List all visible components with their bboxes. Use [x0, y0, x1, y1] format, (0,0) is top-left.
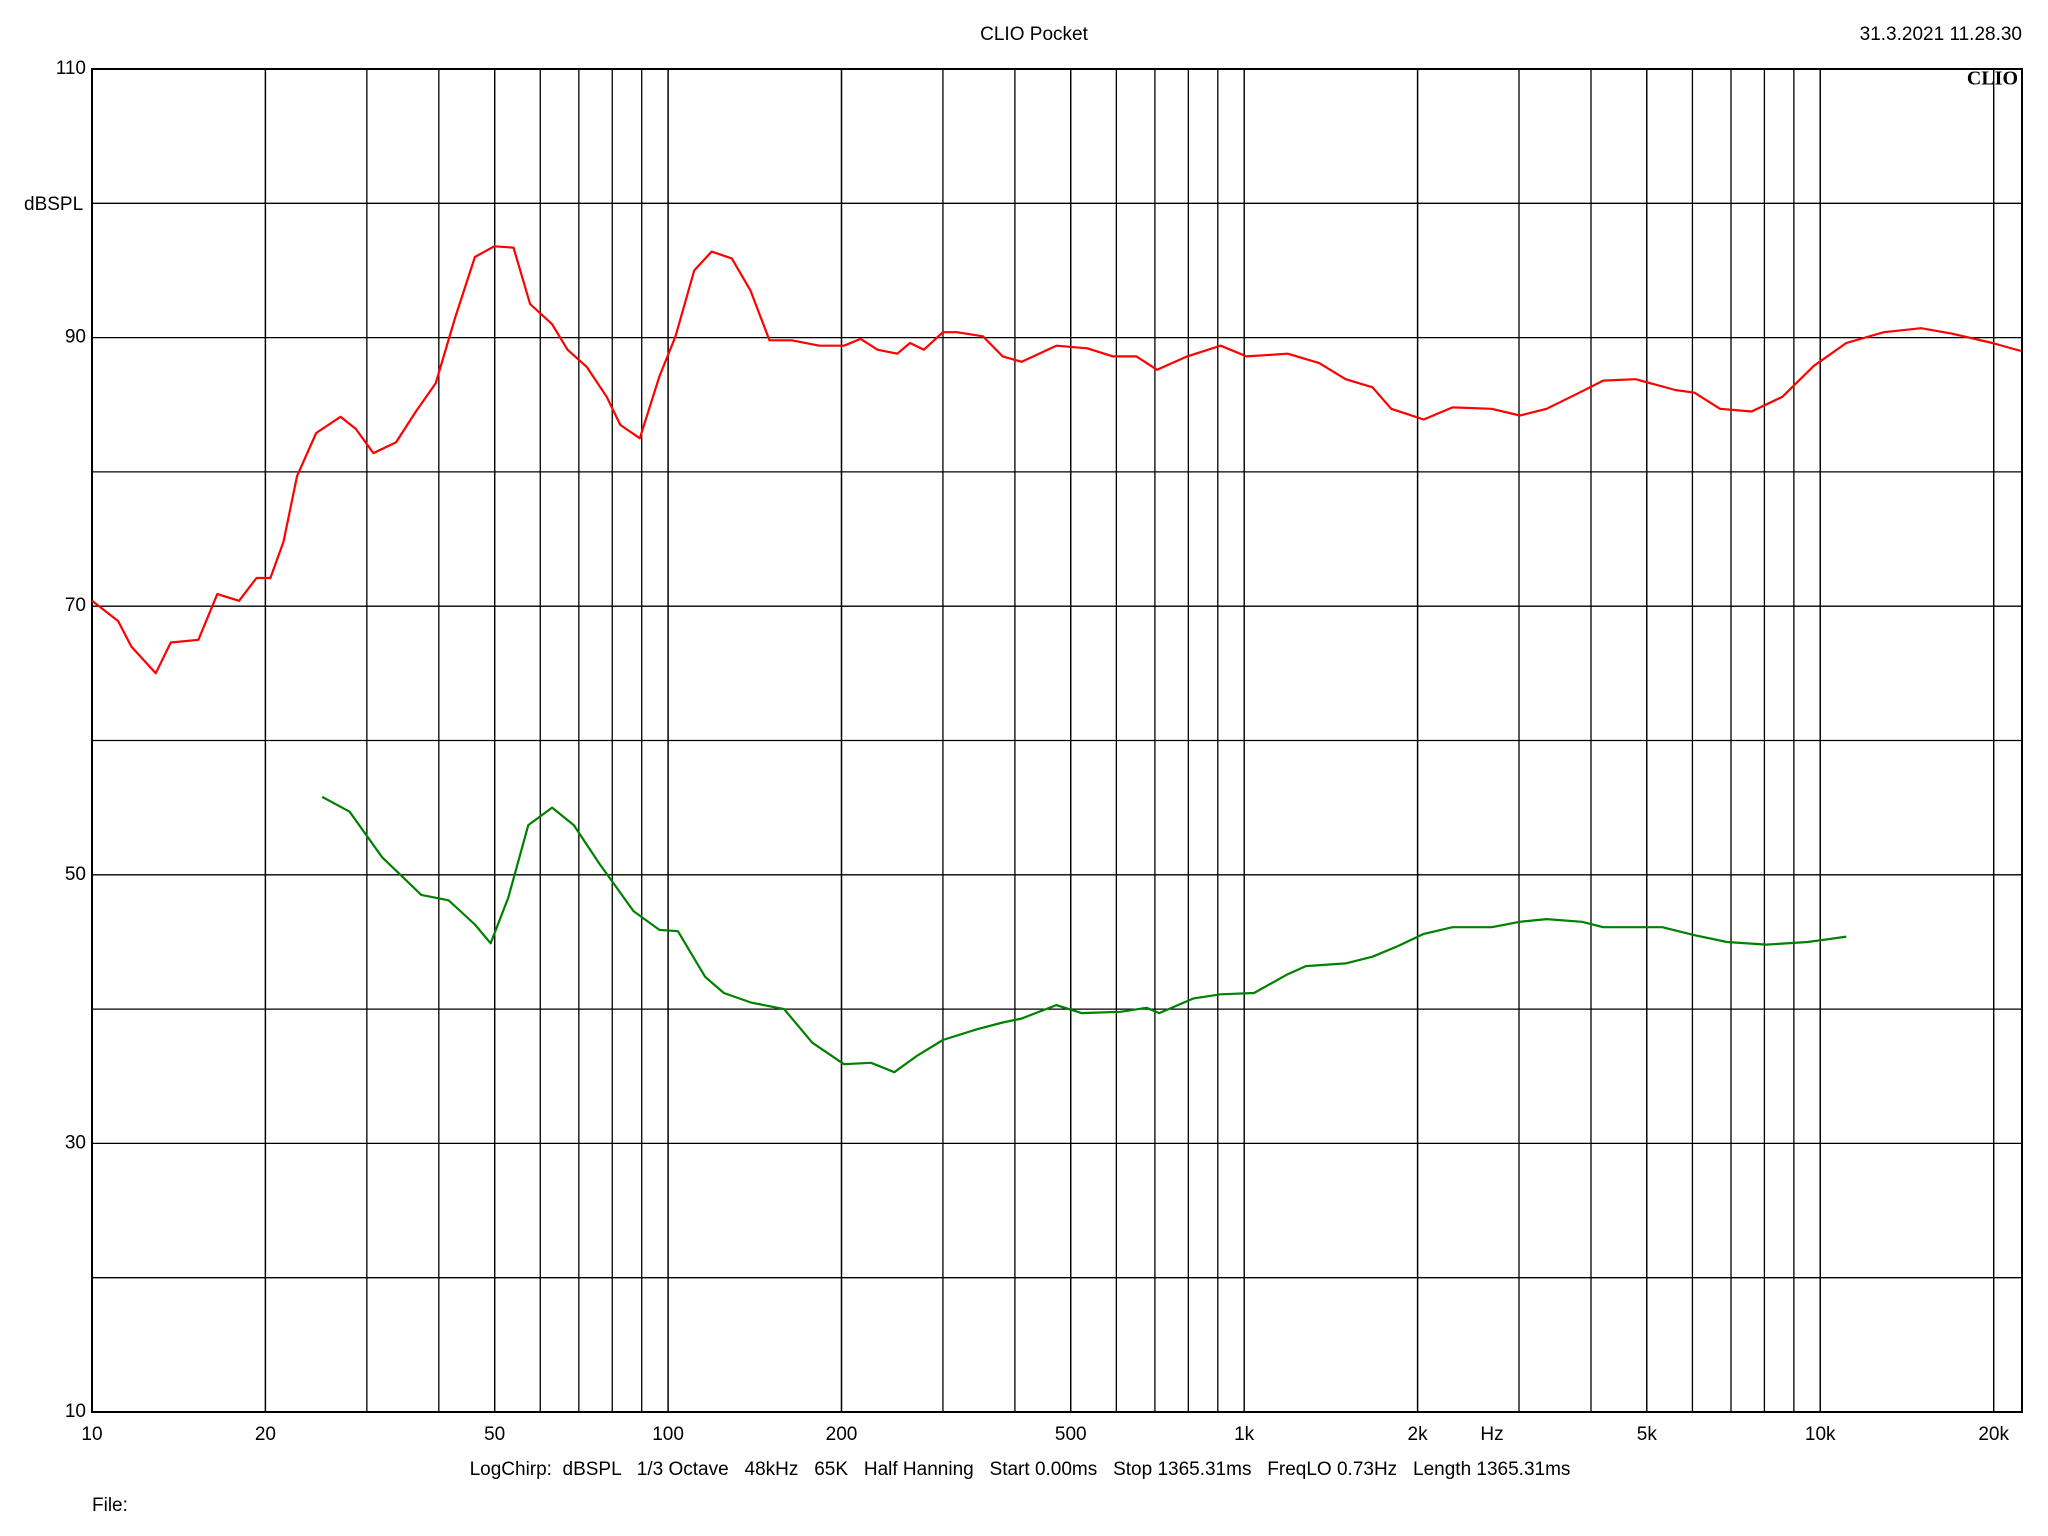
x-tick-label: 500: [1055, 1424, 1087, 1445]
x-tick-label: 20k: [1978, 1424, 2009, 1445]
x-axis-label: Hz: [1480, 1424, 1503, 1445]
chart-title: CLIO Pocket: [980, 24, 1088, 45]
logo: CLIO: [1967, 68, 2018, 90]
y-tick-label: 50: [65, 864, 86, 885]
x-tick-label: 100: [652, 1424, 684, 1445]
file-label: File:: [92, 1495, 128, 1516]
y-tick-label: 10: [65, 1401, 86, 1422]
x-tick-label: 10: [81, 1424, 102, 1445]
timestamp: 31.3.2021 11.28.30: [1860, 24, 2022, 45]
y-axis-label: dBSPL: [24, 194, 83, 215]
x-tick-label: 2k: [1408, 1424, 1429, 1445]
x-tick-label: 50: [484, 1424, 505, 1445]
y-tick-label: 70: [65, 595, 86, 616]
settings-line: LogChirp: dBSPL 1/3 Octave 48kHz 65K Hal…: [470, 1459, 1571, 1480]
y-tick-label: 110: [56, 58, 86, 79]
y-tick-label: 30: [65, 1132, 86, 1153]
x-tick-label: 200: [826, 1424, 858, 1445]
x-tick-label: 1k: [1234, 1424, 1255, 1445]
x-tick-label: 5k: [1637, 1424, 1658, 1445]
x-tick-label: 20: [255, 1424, 276, 1445]
y-tick-label: 90: [65, 327, 86, 348]
series-line: [91, 245, 2022, 675]
x-tick-label: 10k: [1805, 1424, 1836, 1445]
series-line: [321, 795, 1847, 1074]
